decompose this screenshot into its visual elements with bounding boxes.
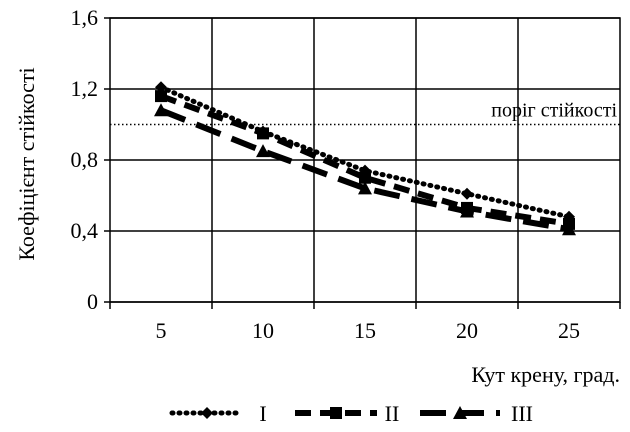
legend-marker <box>330 407 342 419</box>
series-line <box>159 93 570 227</box>
legend: I II III <box>169 401 533 426</box>
data-point <box>256 144 270 158</box>
data-point <box>358 181 372 195</box>
y-tick-label: 0,8 <box>71 147 99 172</box>
data-point <box>562 222 576 236</box>
data-point <box>460 204 474 218</box>
legend-label: I <box>259 401 266 426</box>
x-tick-label: 10 <box>252 318 274 343</box>
x-tick-label: 5 <box>156 318 167 343</box>
x-axis-ticks: 5 10 15 20 25 <box>109 302 621 343</box>
data-point <box>359 171 371 184</box>
x-tick-label: 15 <box>354 318 376 343</box>
legend-item-1: I <box>169 401 267 426</box>
x-tick-label: 20 <box>456 318 478 343</box>
series-2 <box>155 90 575 230</box>
data-point <box>257 127 269 140</box>
legend-item-3: III <box>420 401 533 426</box>
data-point <box>154 103 168 117</box>
x-axis-label: Кут крену, град. <box>471 362 620 387</box>
y-tick-label: 1,6 <box>71 5 99 30</box>
x-tick-label: 25 <box>558 318 580 343</box>
series-group <box>154 81 576 236</box>
y-tick-label: 0,4 <box>71 218 99 243</box>
legend-label: III <box>511 401 533 426</box>
y-tick-label: 1,2 <box>71 76 99 101</box>
y-tick-label: 0 <box>87 289 98 314</box>
data-point <box>461 187 473 200</box>
legend-marker <box>201 407 213 419</box>
y-axis-ticks: 0 0,4 0,8 1,2 1,6 <box>71 5 110 314</box>
grid-lines <box>110 17 620 303</box>
series-line <box>159 107 570 233</box>
threshold-label: поріг стійкості <box>491 100 617 122</box>
data-point <box>155 90 167 103</box>
legend-item-2: II <box>295 401 399 426</box>
y-axis-label: Коефіцієнт стійкості <box>14 67 39 260</box>
series-3 <box>154 103 576 236</box>
legend-label: II <box>385 401 400 426</box>
legend-marker <box>453 406 467 419</box>
